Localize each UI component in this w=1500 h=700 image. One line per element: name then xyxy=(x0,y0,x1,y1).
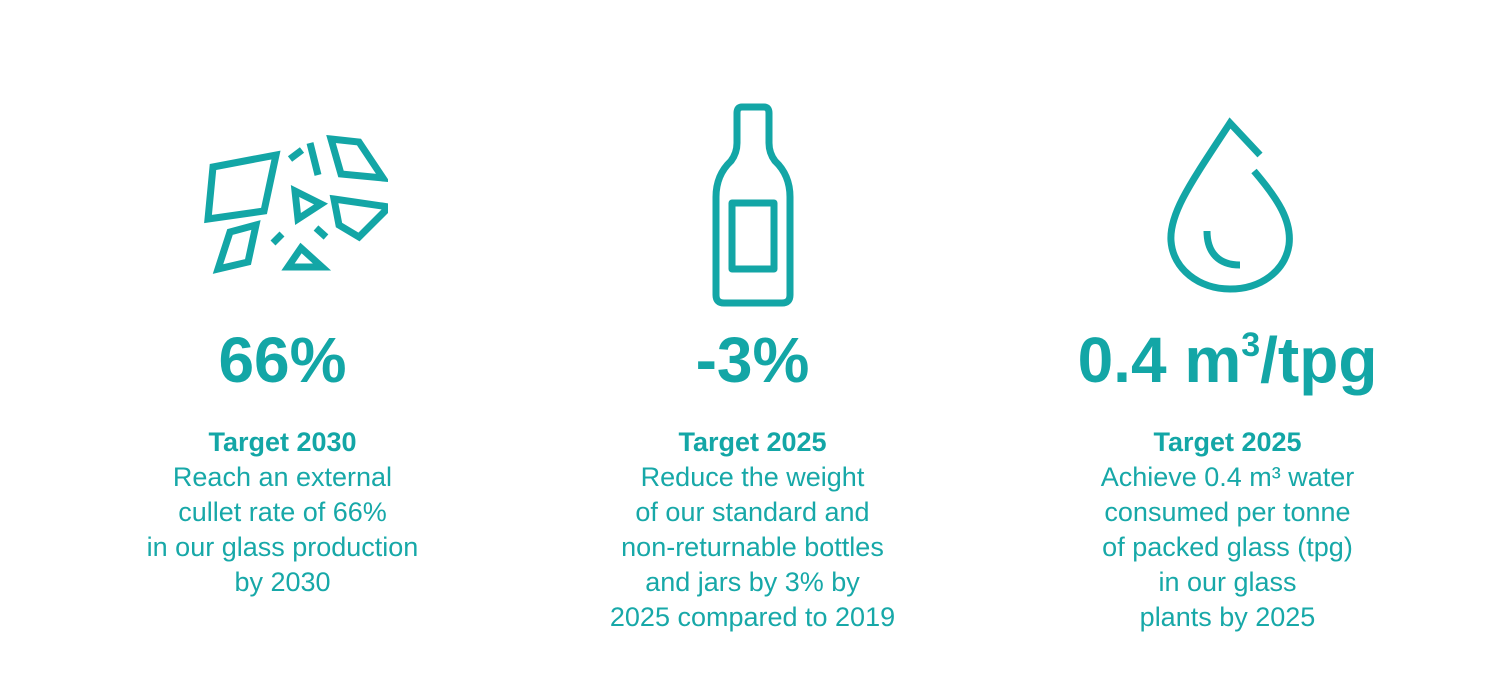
description-line: non-returnable bottles xyxy=(621,532,884,562)
description-line: in our glass production xyxy=(146,532,419,562)
description-line: Reach an external xyxy=(172,462,393,492)
stat-value-exponent: 3 xyxy=(1241,326,1261,364)
stat-value-main: 0.4 m xyxy=(1077,324,1242,396)
water-drop-icon xyxy=(1030,95,1425,315)
description-line: Reduce the weight xyxy=(640,462,865,492)
stat-description: Reduce the weight of our standard and no… xyxy=(565,460,940,635)
description-line: in our glass xyxy=(1158,567,1297,597)
stat-value: -3% xyxy=(695,324,810,396)
description-line: Achieve 0.4 m³ water xyxy=(1100,462,1355,492)
bottle-icon xyxy=(565,95,940,315)
description-line: of our standard and xyxy=(635,497,870,527)
description-line: by 2030 xyxy=(234,567,331,597)
stat-description: Reach an external cullet rate of 66% in … xyxy=(90,460,475,600)
description-line: and jars by 3% by xyxy=(645,567,860,597)
stat-value: 0.4 m3/tpg xyxy=(1030,320,1425,400)
description-line: consumed per tonne xyxy=(1104,497,1351,527)
description-line: plants by 2025 xyxy=(1139,602,1316,632)
description-line: cullet rate of 66% xyxy=(178,497,387,527)
stat-value: 66% xyxy=(218,324,347,396)
stat-target: Target 2030 xyxy=(208,427,357,457)
stat-target: Target 2025 xyxy=(678,427,827,457)
stat-value-unit: /tpg xyxy=(1260,324,1378,396)
stat-description: Achieve 0.4 m³ water consumed per tonne … xyxy=(1030,460,1425,635)
broken-glass-icon xyxy=(90,95,475,315)
description-line: of packed glass (tpg) xyxy=(1102,532,1353,562)
stat-target: Target 2025 xyxy=(1153,427,1302,457)
description-line: 2025 compared to 2019 xyxy=(609,602,896,632)
